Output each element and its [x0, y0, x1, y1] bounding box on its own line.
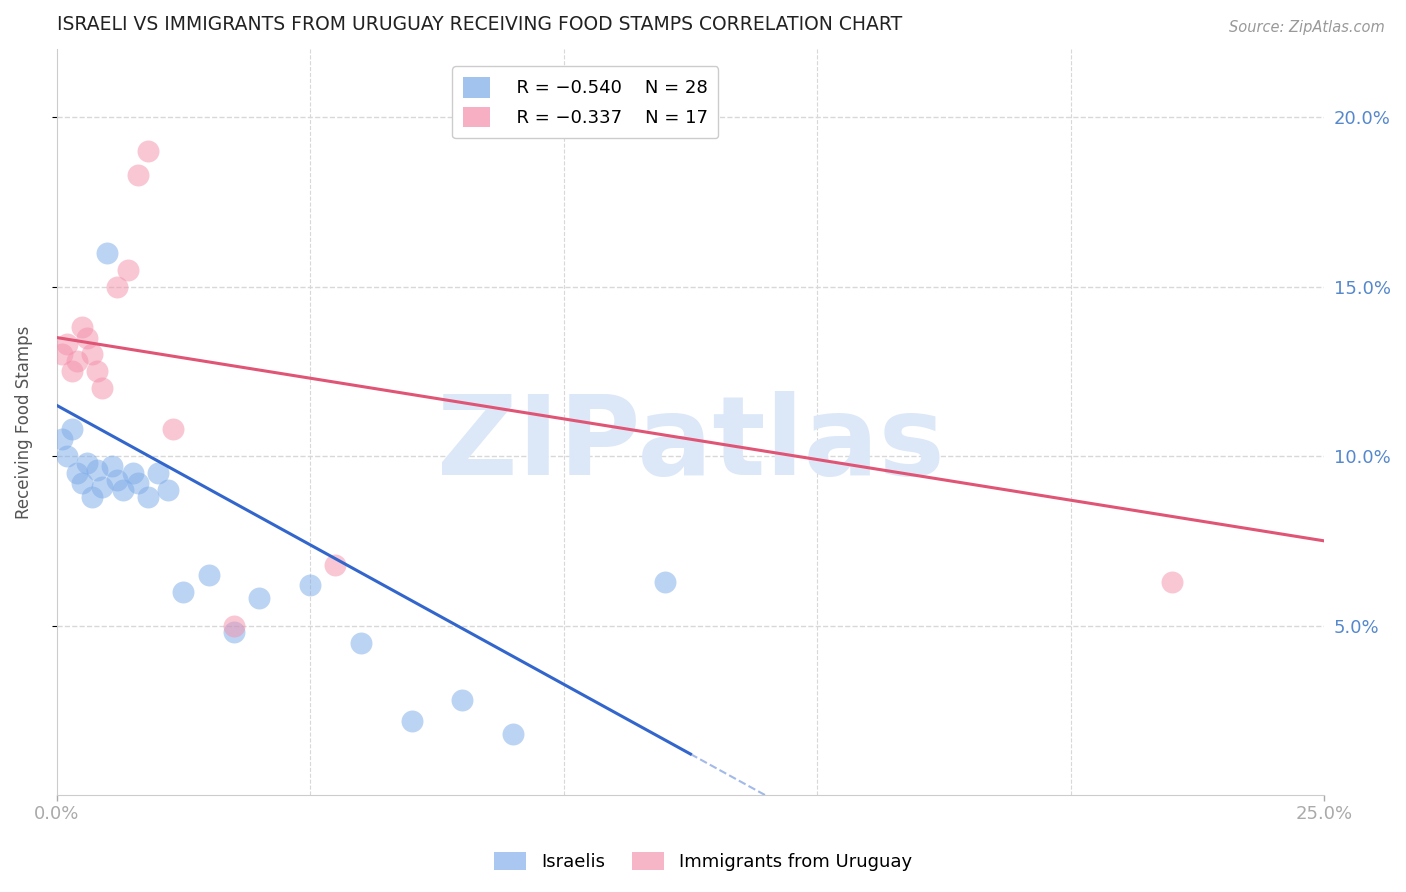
Point	[157, 483, 180, 497]
Point	[51, 347, 73, 361]
Point	[162, 422, 184, 436]
Point	[222, 625, 245, 640]
Point	[96, 245, 118, 260]
Text: Source: ZipAtlas.com: Source: ZipAtlas.com	[1229, 20, 1385, 35]
Point	[60, 364, 83, 378]
Point	[222, 618, 245, 632]
Point	[121, 466, 143, 480]
Point	[51, 432, 73, 446]
Y-axis label: Receiving Food Stamps: Receiving Food Stamps	[15, 326, 32, 519]
Point	[66, 466, 89, 480]
Point	[91, 480, 114, 494]
Text: ISRAELI VS IMMIGRANTS FROM URUGUAY RECEIVING FOOD STAMPS CORRELATION CHART: ISRAELI VS IMMIGRANTS FROM URUGUAY RECEI…	[56, 15, 901, 34]
Legend:   R = −0.540    N = 28,   R = −0.337    N = 17: R = −0.540 N = 28, R = −0.337 N = 17	[453, 66, 718, 138]
Point	[107, 279, 129, 293]
Point	[86, 364, 108, 378]
Point	[82, 490, 104, 504]
Point	[325, 558, 347, 572]
Point	[451, 693, 474, 707]
Point	[70, 320, 93, 334]
Point	[401, 714, 423, 728]
Point	[66, 354, 89, 368]
Point	[136, 144, 159, 158]
Point	[502, 727, 524, 741]
Point	[136, 490, 159, 504]
Point	[111, 483, 134, 497]
Point	[146, 466, 169, 480]
Point	[55, 449, 77, 463]
Point	[117, 262, 139, 277]
Point	[70, 476, 93, 491]
Point	[76, 330, 98, 344]
Point	[91, 381, 114, 395]
Point	[127, 476, 149, 491]
Point	[55, 337, 77, 351]
Point	[82, 347, 104, 361]
Point	[127, 168, 149, 182]
Point	[76, 456, 98, 470]
Point	[197, 567, 219, 582]
Point	[299, 578, 322, 592]
Point	[60, 422, 83, 436]
Point	[249, 591, 271, 606]
Point	[654, 574, 676, 589]
Point	[1161, 574, 1184, 589]
Point	[172, 584, 194, 599]
Point	[101, 459, 124, 474]
Point	[350, 635, 373, 649]
Point	[86, 463, 108, 477]
Legend: Israelis, Immigrants from Uruguay: Israelis, Immigrants from Uruguay	[486, 845, 920, 879]
Text: ZIPatlas: ZIPatlas	[437, 391, 945, 498]
Point	[107, 473, 129, 487]
